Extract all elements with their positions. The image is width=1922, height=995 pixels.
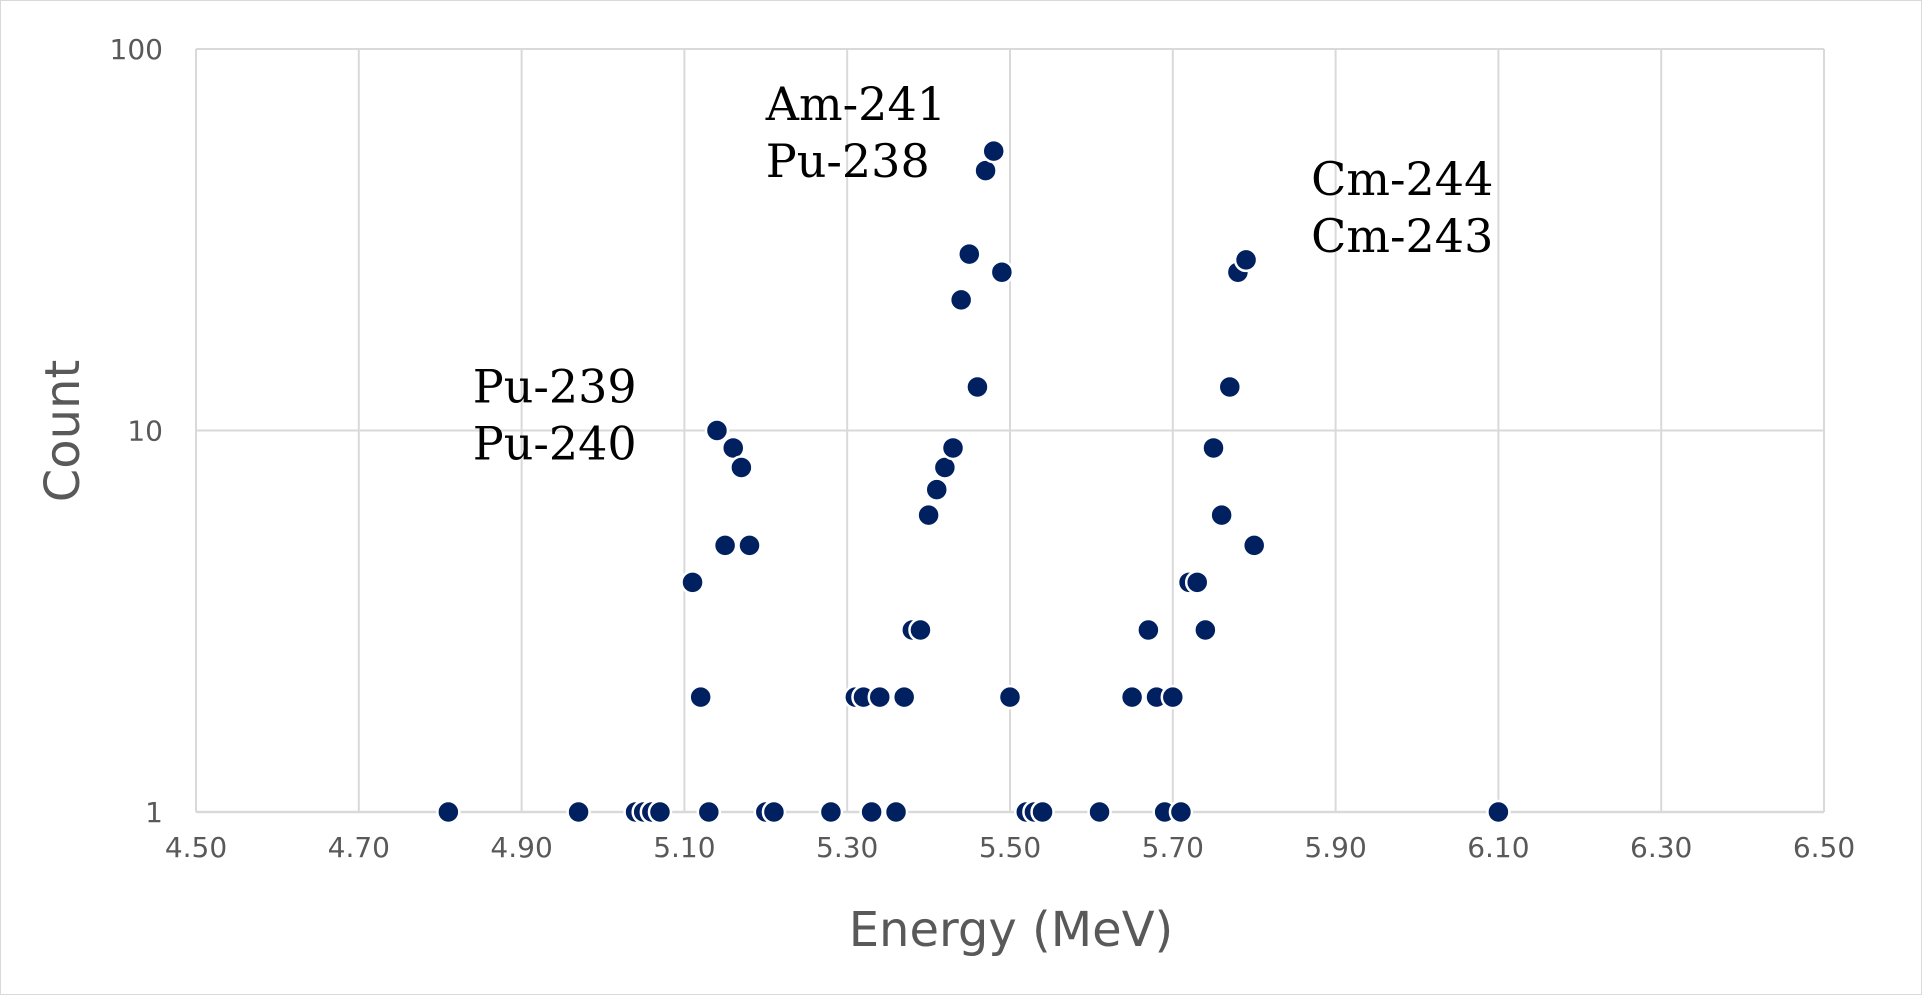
data-point	[916, 502, 941, 528]
data-point	[680, 570, 705, 595]
peak-annotation: Pu-239 Pu-240	[473, 360, 637, 471]
peak-annotation: Cm-244 Cm-243	[1311, 152, 1493, 263]
data-point	[1241, 533, 1267, 558]
data-point	[957, 241, 982, 267]
x-tick-label: 5.10	[653, 831, 715, 864]
data-point	[940, 435, 966, 461]
x-tick-label: 5.30	[816, 831, 878, 864]
x-tick-label: 4.50	[165, 831, 227, 864]
x-tick-label: 6.30	[1630, 831, 1692, 864]
x-tick-label: 5.90	[1304, 831, 1366, 864]
annotation-line: Pu-238	[766, 134, 930, 188]
tick-label-layer: 4.50 4.70 4.90 5.10 5.30 5.50 5.70 5.90 6.10 6.30…	[110, 33, 1856, 864]
data-point	[818, 799, 844, 825]
data-point	[965, 374, 990, 400]
annotation-line: Pu-239	[473, 360, 637, 414]
annotation-line: Cm-243	[1311, 209, 1493, 263]
data-point	[1136, 617, 1161, 643]
x-tick-label: 4.70	[328, 831, 390, 864]
peak-annotation: Am-241 Pu-238	[765, 77, 946, 188]
data-point	[647, 799, 673, 825]
annotation-layer: Pu-239 Pu-240 Am-241 Pu-238 Cm-244 Cm-243	[473, 77, 1494, 470]
data-point	[696, 799, 722, 825]
data-point	[924, 477, 949, 502]
data-point	[761, 799, 787, 825]
data-point	[1168, 799, 1194, 825]
data-point	[737, 533, 762, 558]
data-point	[883, 799, 909, 825]
grid-layer	[195, 48, 1825, 814]
data-point	[1217, 374, 1243, 400]
data-point	[908, 617, 933, 643]
x-tick-label: 6.50	[1793, 831, 1855, 864]
annotation-line: Pu-240	[473, 417, 637, 471]
data-point	[1233, 247, 1259, 273]
x-tick-label: 6.10	[1467, 831, 1529, 864]
data-point	[436, 799, 461, 825]
data-point	[1160, 684, 1186, 710]
data-point	[997, 684, 1023, 710]
annotation-line: Cm-244	[1311, 152, 1493, 206]
data-point	[1486, 799, 1511, 825]
x-tick-label: 5.50	[979, 831, 1041, 864]
data-point	[891, 684, 917, 710]
data-point	[1184, 570, 1210, 595]
data-point	[1087, 799, 1112, 825]
data-point	[704, 418, 730, 443]
y-tick-label: 100	[110, 33, 163, 66]
data-point	[948, 287, 974, 313]
data-point	[688, 684, 713, 710]
x-tick-label: 5.70	[1142, 831, 1204, 864]
data-point	[989, 259, 1015, 285]
data-point	[867, 684, 893, 710]
y-axis-title: Count	[35, 360, 91, 503]
x-tick-label: 4.90	[490, 831, 552, 864]
data-point	[1119, 684, 1145, 710]
data-point	[981, 138, 1006, 164]
data-point	[1193, 617, 1218, 643]
data-point	[566, 799, 591, 825]
annotation-line: Am-241	[765, 77, 946, 131]
y-tick-label: 10	[127, 415, 163, 448]
data-point	[1209, 502, 1234, 528]
data-point	[1201, 435, 1226, 461]
data-point-layer	[436, 138, 1511, 825]
data-point	[729, 455, 754, 480]
x-axis-title: Energy (MeV)	[849, 902, 1174, 958]
data-point	[712, 533, 738, 558]
y-tick-label: 1	[145, 796, 163, 829]
data-point	[1030, 799, 1055, 825]
data-point	[859, 799, 884, 825]
